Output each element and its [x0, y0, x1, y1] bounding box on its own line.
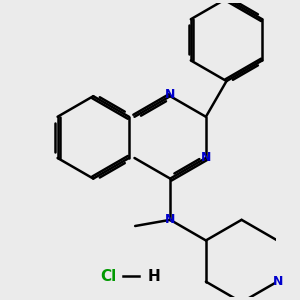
Text: N: N — [165, 88, 175, 100]
Text: N: N — [165, 213, 175, 226]
Text: Cl: Cl — [100, 269, 116, 284]
Text: N: N — [201, 152, 211, 164]
Text: H: H — [148, 269, 161, 284]
Text: N: N — [273, 275, 283, 288]
